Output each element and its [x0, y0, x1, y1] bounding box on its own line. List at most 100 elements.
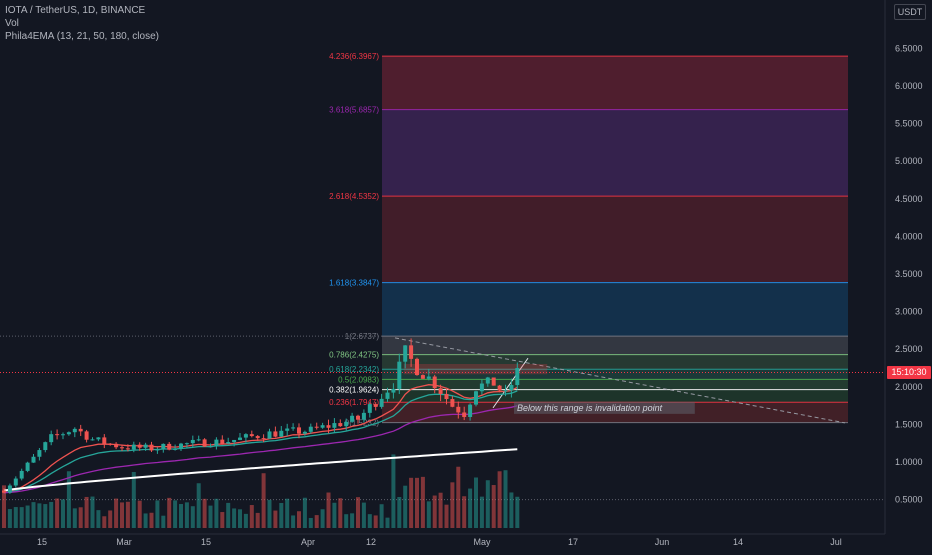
volume-bar [66, 471, 71, 528]
candle-body [373, 404, 378, 407]
volume-bar [509, 492, 514, 528]
time-axis[interactable]: 15 Mar 15 Apr 12 May 17 Jun 14 Jul [0, 533, 885, 547]
candle-body [232, 439, 237, 443]
candle-body [96, 437, 101, 440]
candle-body [255, 436, 260, 439]
candle-body [432, 376, 437, 389]
volume-bar [491, 485, 496, 528]
time-tick-label: 15 [201, 537, 211, 547]
annotation-background [514, 401, 695, 414]
candle-body [356, 415, 360, 420]
price-tick-label: 3.0000 [895, 307, 923, 317]
price-tick-label: 5.5000 [895, 119, 923, 129]
volume-bar [468, 488, 473, 528]
candle-body [291, 427, 296, 429]
volume-bar [285, 498, 290, 528]
fib-level-label: 3.618(5.6857) [329, 106, 379, 115]
time-tick-label: Apr [301, 537, 315, 547]
candle-body [226, 442, 231, 444]
candle-body [249, 434, 254, 437]
volume-bar [314, 515, 319, 528]
volume-bar [409, 477, 414, 528]
volume-bar [367, 514, 372, 528]
volume-bar [161, 515, 166, 528]
candle-body [361, 412, 366, 420]
candle-body [55, 434, 60, 436]
candle-body [350, 415, 355, 422]
ema-lines [3, 384, 518, 494]
candle-body [238, 437, 242, 440]
candle-body [438, 388, 443, 394]
candle-body [143, 444, 148, 448]
annotations[interactable]: Below this range is invalidation point [514, 401, 695, 414]
volume-bar [243, 513, 248, 528]
price-tick-label: 4.0000 [895, 231, 923, 241]
candle-body [173, 448, 178, 450]
candle-body [515, 368, 520, 386]
volume-bar [167, 497, 172, 528]
volume-bar [72, 508, 77, 528]
volume-bar [155, 500, 160, 528]
fibonacci-extension[interactable]: 4.236(6.3967) 3.618(5.6857) 2.618(4.5352) 1… [329, 52, 848, 428]
volume-bar [61, 499, 65, 528]
volume-bars [2, 454, 520, 528]
volume-bar [326, 492, 331, 528]
candle-body [308, 426, 313, 432]
candle-body [426, 376, 431, 379]
volume-bar [338, 498, 343, 528]
symbol-title[interactable]: IOTA / TetherUS, 1D, BINANCE [5, 5, 146, 16]
volume-bar [114, 498, 119, 528]
price-tick-label: 5.0000 [895, 156, 923, 166]
candle-body [403, 345, 408, 362]
candle-body [285, 428, 290, 431]
fib-level-label: 1.618(3.3847) [329, 279, 379, 288]
candle-body [125, 448, 130, 450]
candle-body [149, 444, 154, 451]
candle-body [479, 383, 484, 392]
candle-body [273, 431, 278, 437]
volume-bar [438, 492, 443, 528]
volume-bar [444, 504, 449, 528]
invalidation-annotation: Below this range is invalidation point [517, 403, 663, 413]
price-tick-label: 6.5000 [895, 43, 923, 53]
volume-bar [279, 502, 284, 528]
fib-band [382, 196, 848, 283]
candle-body [202, 439, 207, 447]
volume-bar [196, 483, 201, 528]
candle-body [43, 442, 48, 451]
candle-body [155, 449, 160, 451]
volume-bar [397, 496, 402, 528]
candle-body [456, 406, 461, 413]
fib-band [382, 369, 848, 380]
indicator-legend[interactable]: Phila4EMA (13, 21, 50, 180, close) [5, 31, 159, 42]
candle-body [102, 437, 107, 444]
candle-body [344, 421, 349, 427]
fib-level-label: 0.5(2.0983) [338, 375, 379, 384]
price-axis[interactable]: 6.5000 6.0000 5.5000 5.0000 4.5000 4.0000 3.50… [884, 0, 925, 534]
fib-level-label: 0.382(1.9624) [329, 386, 379, 395]
candle-body [450, 399, 455, 407]
volume-bar [108, 510, 113, 528]
volume-bar [43, 504, 48, 528]
candle-body [190, 439, 195, 444]
price-tick-label: 1.0000 [895, 457, 923, 467]
candle-body [120, 447, 124, 449]
range-box [403, 363, 548, 375]
volume-bar [19, 507, 24, 528]
volume-bar [255, 512, 260, 528]
candle-body [84, 431, 89, 440]
candle-body [415, 358, 419, 376]
candle-body [462, 412, 467, 418]
volume-bar [137, 500, 142, 528]
volume-bar [302, 497, 307, 528]
volume-legend[interactable]: Vol [5, 18, 19, 29]
candle-body [13, 478, 18, 486]
trendlines[interactable] [0, 335, 885, 501]
volume-bar [450, 482, 455, 528]
time-tick-label: Jul [830, 537, 842, 547]
currency-unit-button[interactable]: USDT [894, 4, 926, 20]
fib-band [382, 379, 848, 390]
candle-body [474, 391, 478, 405]
